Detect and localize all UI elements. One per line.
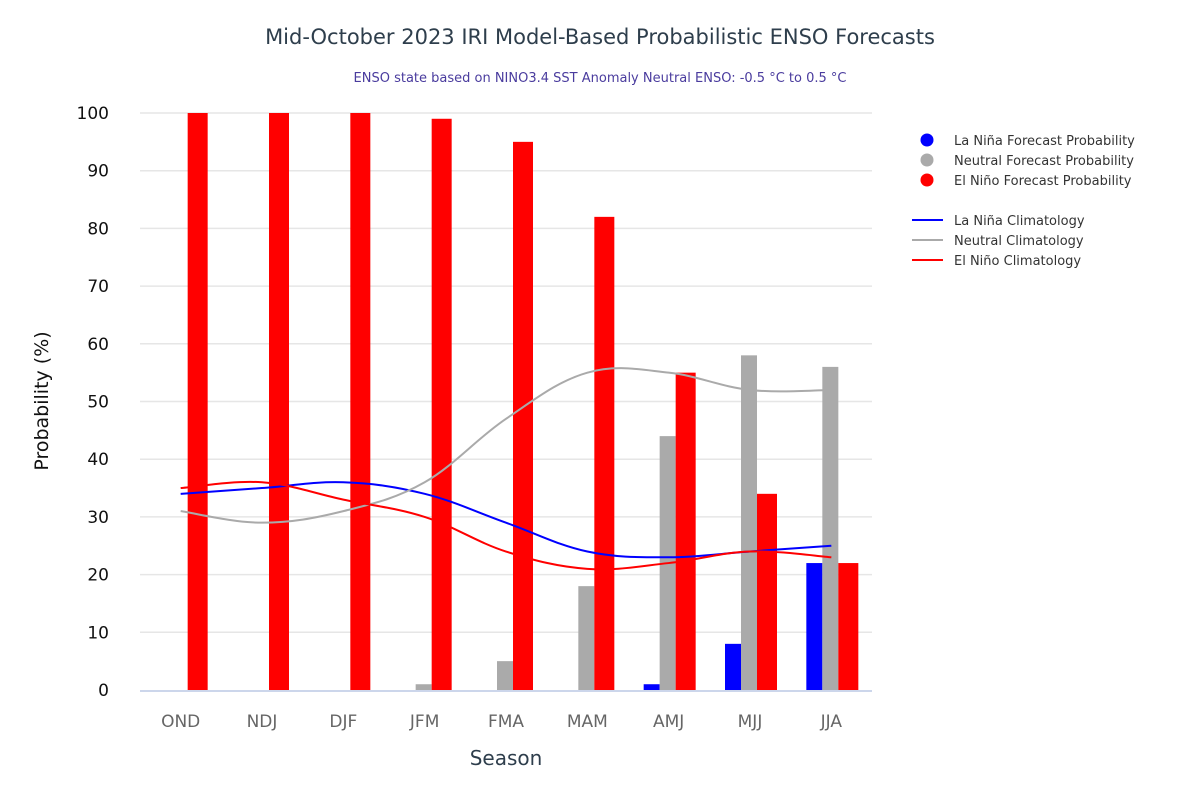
gridlines [140,112,872,634]
x-tick-label: DJF [329,712,357,732]
bar-el-ni-o-forecast-probability-ndj [269,113,289,690]
x-tick-label: JJA [820,712,843,732]
line-el-ni-o-climatology [180,480,832,571]
y-tick-label: 100 [77,104,109,124]
climatology-lines [180,367,832,571]
y-tick-label: 20 [87,566,109,586]
legend-item-neutral-forecast-probability[interactable]: Neutral Forecast Probability [920,153,1135,170]
line-neutral-climatology [180,367,832,524]
legend: La Niña Forecast Probability Neutral Fore… [912,133,1136,269]
bar-neutral-forecast-probability-jfm [415,684,432,690]
legend-item-el-ni-o-forecast-probability[interactable]: El Niño Forecast Probability [920,173,1132,190]
bar-el-ni-o-forecast-probability-ond [187,113,208,690]
y-tick-label: 50 [87,393,109,413]
bar-neutral-forecast-probability-fma [497,661,513,690]
x-tick-label: AMJ [653,712,684,732]
y-tick-label: 60 [87,335,109,355]
y-tick-label: 90 [87,162,109,182]
chart-subtitle: ENSO state based on NINO3.4 SST Anomaly … [354,71,847,86]
x-axis-title: Season [470,746,543,770]
chart-title: Mid-October 2023 IRI Model-Based Probabi… [265,25,935,49]
bar-neutral-forecast-probability-mam [578,586,595,690]
x-tick-label: JFM [409,712,439,732]
x-tick-label: FMA [488,712,524,732]
y-tick-label: 0 [98,681,109,701]
y-tick-label: 10 [87,623,109,643]
bar-el-ni-o-forecast-probability-amj [675,372,696,690]
x-tick-label: MAM [567,712,608,732]
legend-label: El Niño Forecast Probability [954,174,1132,189]
legend-item-el-ni-o-climatology[interactable]: El Niño Climatology [912,254,1081,269]
x-tick-label: NDJ [247,712,278,732]
y-axis-ticks: 0 10 20 30 40 50 60 70 80 90 100 [77,104,109,701]
legend-marker-icon [920,173,934,187]
y-tick-label: 30 [87,508,109,528]
legend-label: Neutral Forecast Probability [954,154,1134,169]
bar-el-ni-o-forecast-probability-mam [594,216,615,691]
legend-label: El Niño Climatology [954,254,1081,269]
x-axis-ticks: OND NDJ DJF JFM FMA MAM AMJ MJJ JJA [161,712,842,732]
legend-marker-icon [920,133,934,147]
legend-item-neutral-climatology[interactable]: Neutral Climatology [912,234,1084,249]
bar-neutral-forecast-probability-jja [822,366,839,690]
legend-marker-icon [920,153,934,167]
legend-label: La Niña Forecast Probability [954,134,1135,149]
legend-label: La Niña Climatology [954,214,1085,229]
y-axis-title: Probability (%) [31,331,53,470]
bar-el-ni-o-forecast-probability-fma [513,141,533,691]
y-tick-label: 80 [87,219,109,239]
legend-item-la-ni-a-climatology[interactable]: La Niña Climatology [912,214,1085,229]
y-tick-label: 40 [87,450,109,470]
bar-el-ni-o-forecast-probability-jja [838,563,859,690]
bar-la-ni-a-forecast-probability-mjj [725,643,741,690]
x-tick-label: MJJ [738,712,763,732]
legend-item-la-ni-a-forecast-probability[interactable]: La Niña Forecast Probability [920,133,1136,150]
bar-la-ni-a-forecast-probability-amj [643,684,660,690]
legend-label: Neutral Climatology [954,234,1084,249]
bar-el-ni-o-forecast-probability-jfm [431,118,452,690]
bar-la-ni-a-forecast-probability-jja [806,563,823,690]
bar-el-ni-o-forecast-probability-mjj [757,493,777,690]
bar-el-ni-o-forecast-probability-djf [350,113,371,690]
x-tick-label: OND [161,712,200,732]
bar-neutral-forecast-probability-mjj [741,355,757,690]
y-tick-label: 70 [87,277,109,297]
